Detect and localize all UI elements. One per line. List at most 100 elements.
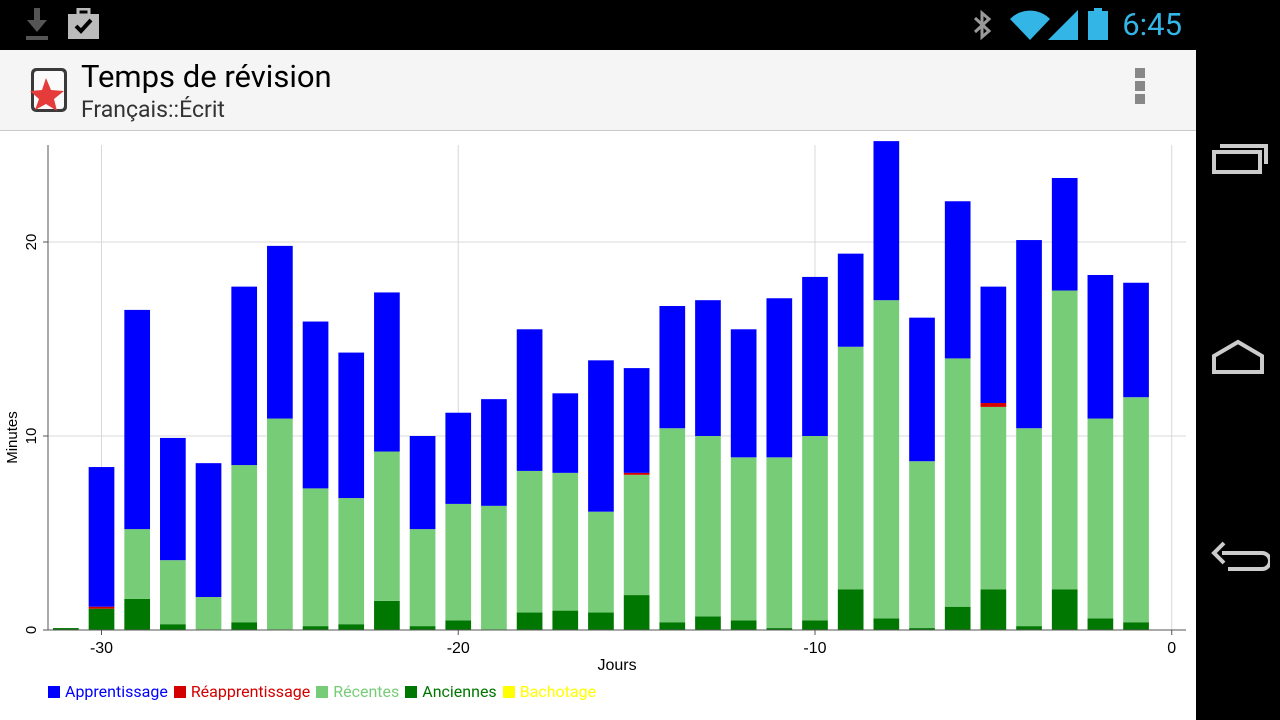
- bar-segment: [766, 628, 793, 630]
- download-icon: [24, 8, 50, 46]
- deck-subtitle: Français::Écrit: [81, 96, 225, 123]
- bar-segment: [409, 436, 436, 530]
- bar-segment: [267, 245, 293, 419]
- bar-segment: [445, 503, 472, 621]
- legend-item: Anciennes: [405, 682, 497, 701]
- bar-segment: [374, 600, 400, 630]
- bar-segment: [873, 618, 900, 630]
- legend-label: Récentes: [333, 682, 400, 701]
- review-time-chart: -30 -20 -10 0 0 10 20 Jours Minutes: [4, 141, 1186, 674]
- legend-swatch: [173, 686, 186, 698]
- bar-segment: [695, 436, 721, 617]
- bar-segment: [409, 626, 436, 630]
- bar-segment: [980, 286, 1007, 404]
- home-icon[interactable]: [1206, 330, 1270, 390]
- bar-segment: [1123, 397, 1149, 623]
- bar-segment: [160, 437, 186, 561]
- bar-segment: [374, 292, 400, 452]
- legend-label: Bachotage: [519, 682, 597, 701]
- x-axis-label: Jours: [597, 657, 636, 674]
- bar-segment: [1016, 626, 1042, 630]
- legend-item: Bachotage: [502, 682, 597, 701]
- bar-segment: [338, 352, 365, 499]
- bar-segment: [659, 428, 686, 623]
- anki-star-icon[interactable]: [30, 66, 68, 114]
- signal-icon: [1048, 10, 1078, 44]
- legend-label: Anciennes: [422, 682, 497, 701]
- bar-segment: [623, 472, 650, 475]
- bar-segment: [1016, 240, 1042, 429]
- bar-segment: [873, 141, 900, 301]
- legend-swatch: [405, 686, 418, 698]
- bar-segment: [623, 595, 650, 630]
- legend-swatch: [48, 686, 60, 698]
- bar-segment: [409, 529, 436, 627]
- bluetooth-icon: [972, 9, 994, 44]
- bar-segment: [659, 622, 686, 630]
- bar-segment: [231, 286, 258, 466]
- bar-segment: [588, 511, 614, 613]
- bar-segment: [302, 321, 329, 489]
- bar-segment: [659, 306, 686, 429]
- legend-item: Réapprentissage: [173, 682, 311, 701]
- bar-segment: [1123, 622, 1149, 630]
- legend-item: Récentes: [316, 682, 399, 701]
- bar-segment: [1087, 418, 1114, 619]
- bar-segment: [623, 368, 650, 473]
- bar-segment: [231, 622, 258, 630]
- action-bar: Temps de révision Français::Écrit: [0, 50, 1196, 131]
- bar-segment: [124, 529, 151, 599]
- legend-label: Réapprentissage: [190, 682, 311, 701]
- bar-segment: [552, 610, 579, 630]
- bar-segment: [980, 406, 1007, 590]
- y-axis-label: Minutes: [4, 411, 21, 464]
- bar-segment: [873, 300, 900, 619]
- bar-segment: [1087, 274, 1114, 419]
- bar-segment: [160, 560, 186, 625]
- bar-segment: [481, 399, 507, 506]
- bar-segment: [338, 498, 365, 625]
- bar-segment: [160, 624, 186, 630]
- bar-segment: [802, 620, 828, 630]
- bar-segment: [837, 589, 864, 630]
- bar-segment: [980, 589, 1007, 630]
- chart-area: -30 -20 -10 0 0 10 20 Jours Minutes Apprentissag…: [0, 131, 1196, 720]
- bar-segment: [802, 436, 828, 621]
- page-title: Temps de révision: [81, 58, 332, 95]
- bar-segment: [302, 626, 329, 630]
- bar-segment: [588, 360, 614, 512]
- y-tick-label: 0: [23, 626, 40, 634]
- bar-segment: [516, 470, 543, 613]
- bar-segment: [1051, 177, 1078, 291]
- bar-segment: [338, 624, 365, 630]
- legend-swatch: [316, 686, 329, 698]
- bar-segment: [374, 451, 400, 601]
- x-tick-label: -10: [803, 640, 826, 657]
- x-tick-label: 0: [1167, 640, 1176, 657]
- bar-segment: [944, 358, 971, 607]
- bar-segment: [944, 606, 971, 630]
- bar-segment: [88, 606, 115, 609]
- bar-segment: [695, 300, 721, 436]
- briefcase-check-icon: [67, 7, 100, 44]
- bar-segment: [124, 309, 151, 530]
- bar-segment: [516, 329, 543, 471]
- legend-label: Apprentissage: [65, 682, 168, 701]
- back-icon[interactable]: [1206, 525, 1272, 585]
- bar-segment: [909, 317, 935, 462]
- recent-apps-icon[interactable]: [1206, 130, 1270, 190]
- bar-segment: [516, 612, 543, 630]
- overflow-menu-icon[interactable]: [1130, 68, 1150, 112]
- bar-segment: [802, 276, 828, 436]
- bar-segment: [1051, 589, 1078, 630]
- bar-segment: [195, 597, 222, 630]
- battery-icon: [1087, 8, 1109, 44]
- status-clock: 6:45: [1122, 6, 1182, 43]
- bar-segment: [1051, 290, 1078, 590]
- bar-segment: [195, 463, 222, 598]
- y-tick-label: 10: [23, 428, 40, 445]
- bar-segment: [88, 608, 115, 630]
- bar-segment: [552, 393, 579, 473]
- bar-segment: [837, 253, 864, 347]
- bar-segment: [302, 488, 329, 627]
